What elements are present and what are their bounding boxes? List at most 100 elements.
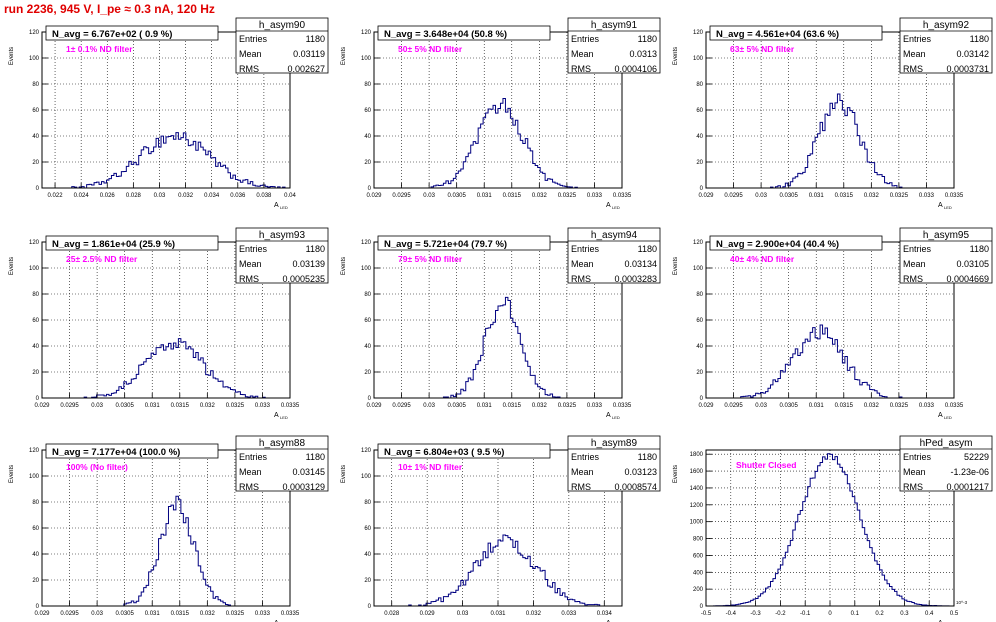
- y-tick-label: 80: [32, 292, 39, 298]
- navg-frame: [45, 443, 219, 459]
- stats-box: h_asym88 Entries 1180 Mean 0.03145 RMS 0.00031…: [235, 435, 329, 492]
- x-tick-label: 0.033: [919, 193, 935, 199]
- stats-title: h_asym92: [923, 20, 970, 31]
- y-tick-label: 80: [696, 292, 703, 298]
- stats-value-mean: 0.0313: [629, 49, 657, 59]
- y-tick-label: 80: [364, 292, 371, 298]
- y-tick-label: 0: [368, 396, 372, 402]
- y-tick-label: 60: [364, 318, 371, 324]
- x-tick-label: 0.031: [145, 403, 161, 409]
- histogram-panel-hPed_asym: -0.5 -0.4 -0.3 -0.2 -0.1 0 0.1 0.2 0.3 0.4 0.5 0 200…: [673, 435, 993, 622]
- y-tick-label: 60: [32, 318, 39, 324]
- x-tick-label: 0.022: [48, 193, 64, 199]
- y-tick-label: 80: [696, 82, 703, 88]
- y-tick-label: 0: [36, 396, 40, 402]
- stats-value-rms: 0.0004106: [614, 64, 657, 74]
- histogram-series: [42, 495, 290, 607]
- x-tick-label: 0.0325: [890, 193, 909, 199]
- histogram-panel-h_asym90: 0.022 0.024 0.026 0.028 0.03 0.032 0.034 0.036 0…: [9, 17, 329, 210]
- y-tick-label: 60: [32, 108, 39, 114]
- filter-label: 1± 0.1% ND filter: [66, 44, 133, 54]
- y-axis-title: Events: [673, 257, 679, 275]
- y-tick-label: 0: [368, 186, 372, 192]
- x-tick-label: 0.3: [900, 611, 909, 617]
- y-tick-label: 120: [361, 448, 372, 454]
- x-tick-label: 0.0305: [447, 403, 466, 409]
- x-axis-exponent: 10^-3: [956, 600, 968, 605]
- x-tick-label: 0.029: [34, 611, 50, 617]
- y-tick-label: 40: [696, 344, 703, 350]
- stats-label-mean: Mean: [571, 49, 594, 59]
- stats-box: h_asym90 Entries 1180 Mean 0.03119 RMS 0.00262…: [235, 17, 329, 74]
- x-tick-label: 0: [828, 611, 832, 617]
- x-tick-label: -0.5: [701, 611, 712, 617]
- x-tick-label: 0.4: [925, 611, 934, 617]
- y-tick-label: 120: [361, 240, 372, 246]
- stats-label-mean: Mean: [903, 49, 926, 59]
- stats-value-rms: 0.0003731: [946, 64, 989, 74]
- y-tick-label: 20: [32, 370, 39, 376]
- x-tick-label: 0.036: [230, 193, 246, 199]
- navg-label: N_avg = 4.561e+04 (63.6 %): [716, 29, 839, 40]
- histogram-panel-h_asym95: 0.029 0.0295 0.03 0.0305 0.031 0.0315 0.032 0.0…: [673, 227, 993, 420]
- stats-value-entries: 1180: [306, 244, 325, 254]
- stats-label-rms: RMS: [239, 482, 259, 492]
- x-tick-label: 0.0305: [447, 193, 466, 199]
- x-tick-label: 0.03: [755, 403, 767, 409]
- y-tick-label: 100: [693, 266, 704, 272]
- stats-label-mean: Mean: [239, 49, 262, 59]
- navg-label: N_avg = 2.900e+04 (40.4 %): [716, 239, 839, 250]
- stats-label-entries: Entries: [239, 34, 268, 44]
- x-tick-label: 0.0305: [779, 193, 798, 199]
- navg-label-box: N_avg = 2.900e+04 (40.4 %): [709, 235, 883, 251]
- x-tick-label: 0.038: [256, 193, 272, 199]
- y-tick-label: 0: [700, 604, 704, 610]
- histogram-panel-h_asym92: 0.029 0.0295 0.03 0.0305 0.031 0.0315 0.032 0.0…: [673, 17, 993, 210]
- y-tick-label: 40: [32, 344, 39, 350]
- navg-label: N_avg = 5.721e+04 (79.7 %): [384, 239, 507, 250]
- stats-frame: [235, 435, 329, 492]
- x-axis-title: A: [938, 620, 943, 622]
- y-tick-label: 20: [32, 160, 39, 166]
- x-axis-title-subscript: LED: [612, 415, 620, 420]
- navg-label-box: N_avg = 6.804e+03 ( 9.5 %): [377, 443, 551, 459]
- x-tick-label: 0.024: [74, 193, 90, 199]
- x-axis-title: A: [938, 412, 943, 419]
- y-tick-label: 100: [29, 474, 40, 480]
- y-tick-label: 1200: [690, 503, 704, 509]
- y-tick-label: 100: [361, 266, 372, 272]
- x-tick-label: 0.03: [423, 193, 435, 199]
- navg-label: N_avg = 1.861e+04 (25.9 %): [52, 239, 175, 250]
- stats-label-mean: Mean: [571, 259, 594, 269]
- stats-value-mean: 0.03139: [292, 259, 325, 269]
- stats-value-entries: 1180: [306, 452, 325, 462]
- stats-label-entries: Entries: [903, 452, 932, 462]
- navg-frame: [709, 25, 883, 41]
- stats-frame: [235, 227, 329, 284]
- x-tick-label: 0.03: [154, 193, 166, 199]
- x-tick-label: 0.032: [178, 193, 194, 199]
- stats-box: h_asym94 Entries 1180 Mean 0.03134 RMS 0.00032…: [567, 227, 661, 284]
- x-tick-label: 0.0295: [60, 403, 79, 409]
- stats-label-rms: RMS: [239, 274, 259, 284]
- stats-label-entries: Entries: [571, 452, 600, 462]
- histogram-series: [374, 296, 622, 399]
- y-tick-label: 40: [32, 552, 39, 558]
- stats-value-rms: 0.0003283: [614, 274, 657, 284]
- stats-value-mean: 0.03145: [292, 467, 325, 477]
- x-tick-label: 0.0295: [724, 193, 743, 199]
- x-tick-label: 0.2: [875, 611, 884, 617]
- filter-label: 100% (No filter): [66, 462, 128, 472]
- y-tick-label: 20: [32, 578, 39, 584]
- y-axis-title: Events: [9, 47, 15, 65]
- stats-box: h_asym92 Entries 1180 Mean 0.03142 RMS 0.00037…: [899, 17, 993, 74]
- stats-title: h_asym91: [591, 20, 638, 31]
- stats-value-rms: 0.0001217: [946, 482, 989, 492]
- stats-value-rms: 0.0008574: [614, 482, 657, 492]
- x-tick-label: 0.03: [457, 611, 469, 617]
- stats-label-entries: Entries: [239, 452, 268, 462]
- stats-label-mean: Mean: [239, 467, 262, 477]
- stats-frame: [899, 435, 993, 492]
- y-tick-label: 100: [29, 266, 40, 272]
